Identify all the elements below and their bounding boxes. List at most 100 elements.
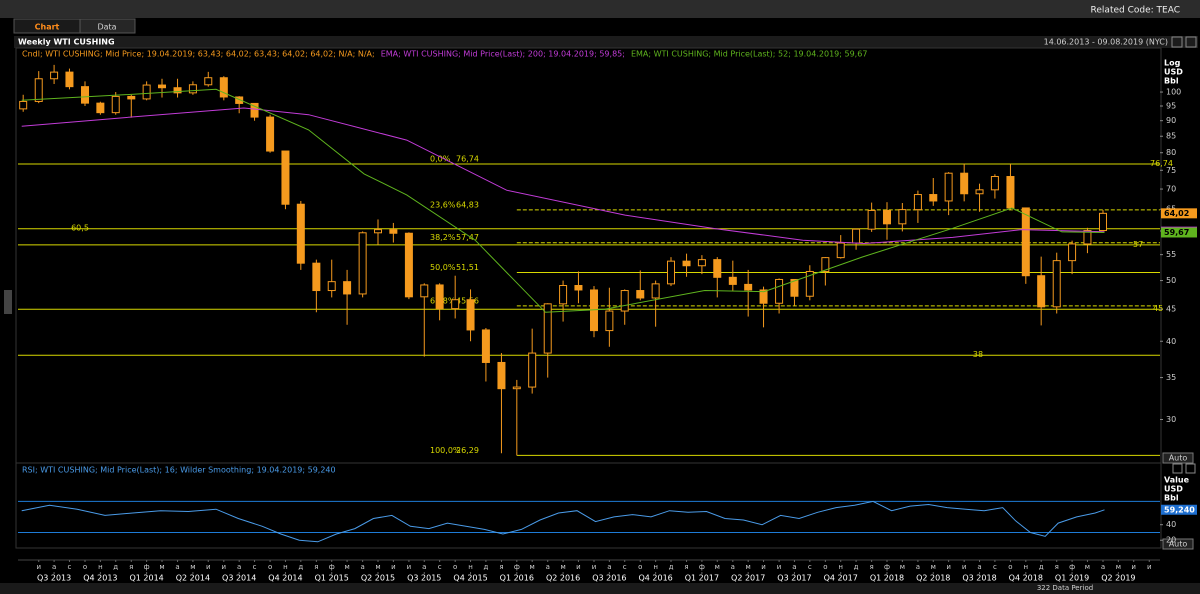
candle-body (466, 299, 475, 331)
x-month-label: и (206, 563, 211, 571)
date-range: 14.06.2013 - 09.08.2019 (NYC) (1044, 38, 1168, 47)
candle-body (250, 102, 259, 118)
candle-body (744, 283, 753, 291)
axis-unit: Value (1164, 476, 1190, 485)
auto-button[interactable] (1162, 452, 1194, 464)
window-button[interactable] (1171, 36, 1183, 48)
x-quarter-label: Q3 2014 (222, 574, 256, 583)
candle-body (790, 278, 799, 297)
x-month-label: с (808, 563, 812, 571)
candle-body (142, 84, 151, 100)
data-tab[interactable] (79, 18, 136, 34)
fib-value: 26,29 (456, 446, 479, 455)
candle-body (157, 84, 166, 89)
x-quarter-label: Q2 2014 (176, 574, 210, 583)
fib-ratio: 38,2% (430, 233, 456, 242)
candle-body (497, 361, 506, 390)
y-tick-label: 90 (1166, 116, 1176, 125)
candle-body (188, 84, 197, 94)
rsi-panel (15, 462, 1162, 549)
tab-label[interactable]: Chart (35, 23, 60, 32)
x-quarter-label: Q1 2016 (500, 574, 534, 583)
x-month-label: ф (329, 563, 335, 571)
level-label: 57 (1133, 240, 1143, 249)
candle-body (358, 232, 367, 295)
price-panel (15, 47, 1162, 464)
candle-body (111, 95, 120, 114)
x-month-label: м (560, 563, 565, 571)
x-month-label: и (576, 563, 581, 571)
x-month-label: м (715, 563, 720, 571)
x-month-label: я (1055, 563, 1059, 571)
panel-button[interactable] (1172, 463, 1183, 474)
candle-body (1083, 230, 1092, 245)
x-quarter-label: Q1 2019 (1055, 574, 1089, 583)
axis-unit: USD (1164, 485, 1183, 494)
fib-value: 76,74 (456, 155, 479, 164)
x-month-label: с (623, 563, 627, 571)
candle-body (990, 176, 999, 191)
candle-body (420, 284, 429, 298)
x-month-label: и (391, 563, 396, 571)
x-month-label: н (98, 563, 103, 571)
x-month-label: и (1131, 563, 1136, 571)
candle-body (867, 209, 876, 230)
x-month-label: о (268, 563, 272, 571)
x-quarter-label: Q2 2017 (731, 574, 765, 583)
candle-body (373, 229, 382, 234)
x-quarter-label: Q1 2015 (315, 574, 349, 583)
candle-body (50, 71, 59, 80)
x-month-label: я (499, 563, 503, 571)
candle-body (327, 281, 336, 292)
fib-value: 51,51 (456, 263, 479, 272)
x-month-label: м (1116, 563, 1121, 571)
y-tick-label: 85 (1166, 132, 1176, 141)
y-tick-label: 55 (1166, 250, 1176, 259)
x-month-label: д (298, 563, 303, 571)
y-tick-label: 30 (1166, 415, 1176, 424)
x-month-label: и (946, 563, 951, 571)
x-quarter-label: Q2 2019 (1101, 574, 1135, 583)
candle-body (204, 77, 213, 86)
y-tick-label: 35 (1166, 373, 1176, 382)
tab-label[interactable]: Data (97, 23, 116, 32)
x-month-label: я (314, 563, 318, 571)
candle-body (34, 78, 43, 102)
candle-body (435, 284, 444, 310)
data-period: 322 Data Period (1037, 584, 1093, 592)
x-month-label: д (669, 563, 674, 571)
x-month-label: и (222, 563, 227, 571)
x-quarter-label: Q4 2018 (1009, 574, 1043, 583)
x-month-label: и (36, 563, 41, 571)
x-month-label: д (483, 563, 488, 571)
side-handle[interactable] (4, 290, 12, 314)
x-quarter-label: Q3 2016 (592, 574, 626, 583)
x-quarter-label: Q3 2018 (962, 574, 996, 583)
candle-body (821, 257, 830, 272)
x-quarter-label: Q1 2018 (870, 574, 904, 583)
auto-button[interactable] (1162, 538, 1194, 550)
rsi-legend: RSI; WTI CUSHING; Mid Price(Last); 16; W… (22, 466, 336, 475)
x-quarter-label: Q1 2014 (129, 574, 163, 583)
top-bar (0, 0, 1200, 18)
candle-body (898, 209, 907, 225)
x-month-label: а (237, 563, 241, 571)
x-month-label: н (283, 563, 288, 571)
panel-button[interactable] (1185, 463, 1196, 474)
axis-unit: Bbl (1164, 77, 1179, 86)
candle-body (281, 150, 290, 205)
candle-body (512, 386, 521, 390)
x-month-label: ф (514, 563, 520, 571)
window-button[interactable] (1185, 36, 1197, 48)
fib-ratio: 50,0% (430, 263, 456, 272)
auto-label[interactable]: Auto (1169, 454, 1188, 463)
x-month-label: а (52, 563, 56, 571)
auto-label[interactable]: Auto (1169, 540, 1188, 549)
candle-body (96, 102, 105, 114)
level-label: 76,74 (1150, 159, 1173, 168)
y-tick-label: 20 (1166, 536, 1176, 545)
last-price-tag-label: 64,02 (1164, 209, 1189, 218)
y-tick-label: 75 (1166, 166, 1176, 175)
candle-body (65, 71, 74, 88)
x-month-label: о (823, 563, 827, 571)
